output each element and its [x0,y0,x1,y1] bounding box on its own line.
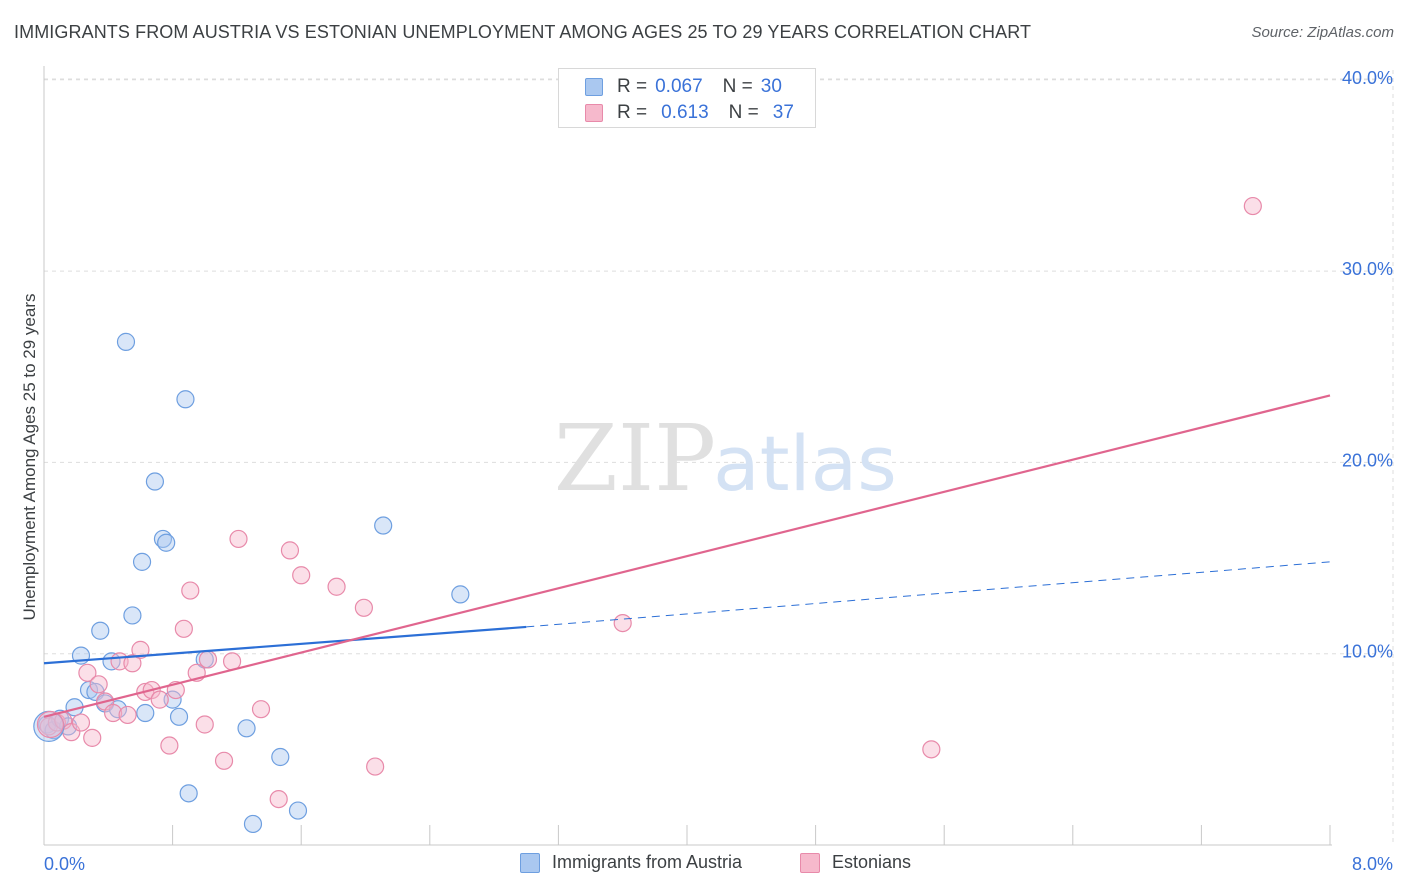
point-estonians [198,650,218,669]
point-austria [116,332,136,351]
legend-r-value: 0.067 [655,76,703,97]
point-estonians [229,529,248,549]
point-estonians [922,740,941,759]
point-austria [163,690,182,709]
chart-title: IMMIGRANTS FROM AUSTRIA VS ESTONIAN UNEM… [14,22,1032,42]
point-estonians [71,713,91,732]
point-estonians [354,598,373,617]
point-estonians [195,715,214,734]
legend-n-value: 30 [760,76,782,97]
legend-n-label: N = [728,102,759,123]
trendline-austria [43,625,527,665]
legend-n-value: 37 [772,102,794,123]
point-austria [271,747,290,767]
point-estonians [131,640,150,659]
legend-row-estonians: R = 0.613 N = 37 [585,101,794,125]
source-credit: Source: ZipAtlas.com [1251,24,1394,41]
series-swatch-austria [520,852,540,873]
point-austria [145,472,165,491]
trend-layer [43,394,1331,718]
trendline-estonians [43,394,1331,718]
point-estonians [181,581,200,600]
point-austria [91,621,110,640]
point-estonians [78,663,97,682]
y-tick-label: 20.0% [1342,450,1393,470]
point-austria [136,703,155,723]
points-layer [33,196,1262,834]
point-austria [176,390,195,409]
point-austria [288,801,308,820]
y-tick-label: 40.0% [1342,68,1393,88]
watermark-atlas: atlas [713,419,897,508]
point-austria [157,533,176,552]
point-austria [132,552,152,571]
series-swatch-estonians [800,852,820,873]
x-tick-label-max: 8.0% [1352,854,1393,874]
tick-label-layer: 10.0% 20.0% 30.0% 40.0% 0.0% 8.0% [44,68,1393,874]
legend-r-label: R = [617,76,648,97]
point-estonians [160,736,179,755]
legend-r-value: 0.613 [661,102,709,123]
point-estonians [118,705,137,725]
correlation-legend: R = 0.067 N = 30 R = 0.613 N = 37 [558,68,816,128]
point-austria [169,707,189,726]
watermark-zip: ZIP [554,405,716,512]
series-label-austria: Immigrants from Austria [552,852,743,872]
point-estonians [214,751,234,770]
point-estonians-cluster [36,710,65,739]
point-estonians [89,675,108,694]
axis-layer [43,66,1332,846]
legend-row-austria: R = 0.067 N = 30 [585,75,782,99]
point-austria [374,516,393,535]
trendline-austria-projection [526,561,1331,628]
y-tick-label: 30.0% [1342,259,1393,279]
point-estonians [150,690,169,709]
point-austria [179,784,198,803]
y-tick-label: 10.0% [1342,642,1393,662]
point-estonians [174,619,193,638]
point-estonians [123,654,142,673]
point-estonians [327,577,346,596]
series-legend: Immigrants from Austria Estonians [0,852,1406,876]
point-estonians [251,700,271,719]
point-austria [243,814,263,834]
legend-swatch-estonians [585,104,603,122]
series-label-estonians: Estonians [832,852,912,872]
point-austria [237,719,256,738]
legend-r-label: R = [617,102,648,123]
point-austria [123,606,142,625]
series-legend-austria: Immigrants from Austria [520,852,742,873]
point-estonians [280,541,300,560]
series-legend-estonians: Estonians [800,852,911,873]
point-austria [451,585,470,604]
x-tick-label-min: 0.0% [44,854,85,874]
point-estonians [269,789,288,809]
point-estonians [104,703,123,723]
legend-swatch-austria [585,78,603,96]
point-estonians [83,728,102,747]
point-estonians [292,566,311,585]
legend-n-label: N = [722,76,753,97]
point-estonians [366,757,385,776]
point-estonians [1243,196,1262,216]
point-estonians [613,613,632,633]
